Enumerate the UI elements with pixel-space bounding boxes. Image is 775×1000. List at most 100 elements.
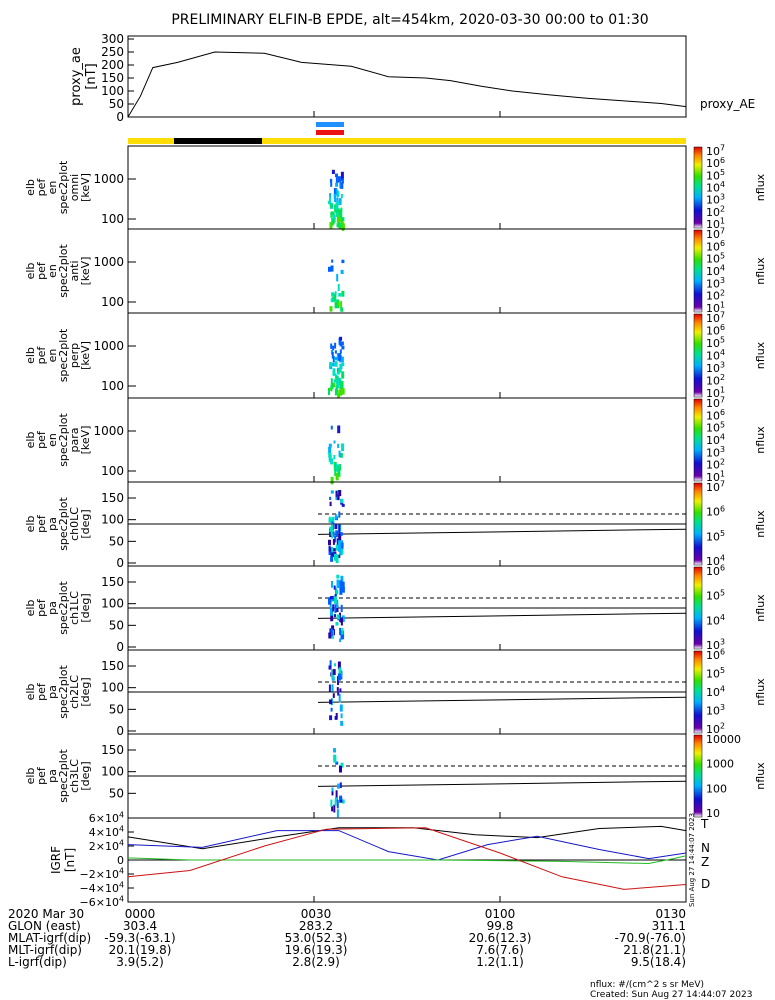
spectrogram-pixel <box>329 193 332 200</box>
spectrogram-pixel <box>340 221 344 229</box>
spectrogram-pixel <box>339 782 342 788</box>
panel-ytick-label: 50 <box>109 702 124 716</box>
spectrogram-pixel <box>337 467 341 476</box>
orbit-row-value: 283.2 <box>299 919 333 933</box>
spectrogram-pixel <box>328 684 331 692</box>
spectrogram-pixel <box>331 524 334 532</box>
panel-ylabel-line: spec2plot <box>57 749 70 803</box>
spectrogram-pixel <box>338 216 342 222</box>
colorbar-tick-label: 107 <box>706 227 725 241</box>
spectrogram-pixel <box>332 539 335 545</box>
spectrogram-pixel <box>331 582 334 588</box>
spectrogram-pixel <box>335 713 338 719</box>
spectrogram-pixel <box>333 440 336 444</box>
ae-ytick-label: 200 <box>101 58 124 72</box>
colorbar-tick-label: 104 <box>706 433 725 447</box>
panel-ylabel-line: pa <box>46 769 59 783</box>
spectrogram-pixel <box>337 783 341 789</box>
status-bar-yellow <box>128 138 686 144</box>
spectrogram-pixel <box>340 720 344 726</box>
spectrogram-pixel <box>341 545 344 555</box>
colorbar-tick-label: 102 <box>706 373 725 387</box>
spectrogram-pixel <box>341 259 345 264</box>
panel-ylabel-line: ch1LC <box>68 591 81 625</box>
colorbar-tick-label: 105 <box>706 529 725 543</box>
colorbar-tick-label: 107 <box>706 480 725 494</box>
spectrogram-pixel <box>335 530 339 538</box>
panel-ylabel-line: ch0LC <box>68 507 81 541</box>
igrf-ylabel: IGRF <box>49 846 63 874</box>
spectrogram-pixel <box>337 673 341 681</box>
spectrogram-pixel <box>335 761 339 765</box>
colorbar <box>693 313 703 398</box>
spectrogram-pixel <box>328 518 332 523</box>
panel-ylabel-line: ch2LC <box>68 675 81 709</box>
spectrogram-pixel <box>338 490 342 497</box>
ae-ytick-label: 250 <box>101 45 124 59</box>
colorbar-tick-label: 106 <box>706 239 725 253</box>
panel-ytick-label: 150 <box>101 659 124 673</box>
spectrogram-pixel <box>338 353 342 361</box>
spectrogram-pixel <box>334 663 336 667</box>
colorbar-tick-label: 105 <box>706 666 725 680</box>
spectrogram-pixel <box>336 579 340 589</box>
spectrogram-pixel <box>330 614 334 622</box>
spectrogram-pixel <box>331 259 334 263</box>
spectrogram-pixel <box>339 586 343 595</box>
spectrogram-pixel <box>337 284 340 291</box>
spectrogram-pixel <box>341 503 345 507</box>
spectrogram-pixel <box>338 511 341 518</box>
spectrogram-pixel <box>333 379 337 383</box>
colorbar-tick-label: 102 <box>706 288 725 302</box>
spectrogram-pixel <box>334 514 337 520</box>
panel-ylabel-line: perp <box>68 343 81 368</box>
panel-ylabel-line: elb <box>24 263 37 280</box>
spectrogram-pixel <box>331 684 334 692</box>
spectrogram-pixel <box>337 191 340 197</box>
spectrogram-pixel <box>331 217 334 226</box>
orbit-row-value: 303.4 <box>123 919 157 933</box>
spectrogram-pixel <box>331 790 334 796</box>
spectrogram-pixel <box>333 748 336 753</box>
spectrogram-pixel <box>334 604 337 613</box>
spectrogram-pixel <box>339 797 343 803</box>
ae-ylabel: proxy_ae <box>69 47 84 106</box>
igrf-series-line <box>127 825 687 850</box>
spectrogram-pixel <box>329 197 332 205</box>
spectrogram-pixel <box>339 532 343 536</box>
igrf-series-line <box>127 855 687 865</box>
spectrogram-pixel <box>333 455 336 460</box>
spectrogram-pixel <box>329 452 332 456</box>
spectrogram-pixel <box>329 501 332 507</box>
orbit-row-value: -70.9(-76.0) <box>615 931 686 945</box>
panel-ylabel-line: [deg] <box>79 761 92 790</box>
colorbar-tick-label: 104 <box>706 613 725 627</box>
spectrogram-pixel <box>329 596 333 600</box>
pa-loss-cone-line <box>317 780 687 787</box>
spectrogram-pixel <box>335 173 338 178</box>
spectrogram-pixel <box>334 301 338 309</box>
colorbar-label: nflux <box>754 257 767 285</box>
panel-ylabel-line: [keV] <box>79 341 92 370</box>
spectrogram-pixel <box>332 356 335 363</box>
spectrogram-pixel <box>337 443 340 448</box>
spectrogram-pixel <box>340 617 343 626</box>
spectrogram-pixel <box>339 795 343 800</box>
panel-ytick-label: 150 <box>101 743 124 757</box>
panel-ylabel-line: [keV] <box>79 426 92 455</box>
spectrogram-pixel <box>341 178 344 184</box>
spectrogram-pixel <box>338 693 341 703</box>
orbit-row-value: 20.1(19.8) <box>109 943 172 957</box>
spectrogram-pixel <box>339 580 343 589</box>
spectrogram-pixel <box>338 450 341 458</box>
colorbar <box>693 398 703 482</box>
spectrogram-pixel <box>341 587 345 593</box>
footer-units: nflux: #/(cm^2 s sr MeV) <box>590 980 704 990</box>
spectrogram-pixel <box>335 554 339 564</box>
spectrogram-pixel <box>330 550 334 558</box>
colorbar <box>693 482 703 566</box>
spectrogram-pixel <box>336 614 340 620</box>
pa-loss-cone-line <box>317 612 687 619</box>
spectrogram-pixel <box>341 341 344 345</box>
colorbar-tick-label: 106 <box>706 504 725 518</box>
